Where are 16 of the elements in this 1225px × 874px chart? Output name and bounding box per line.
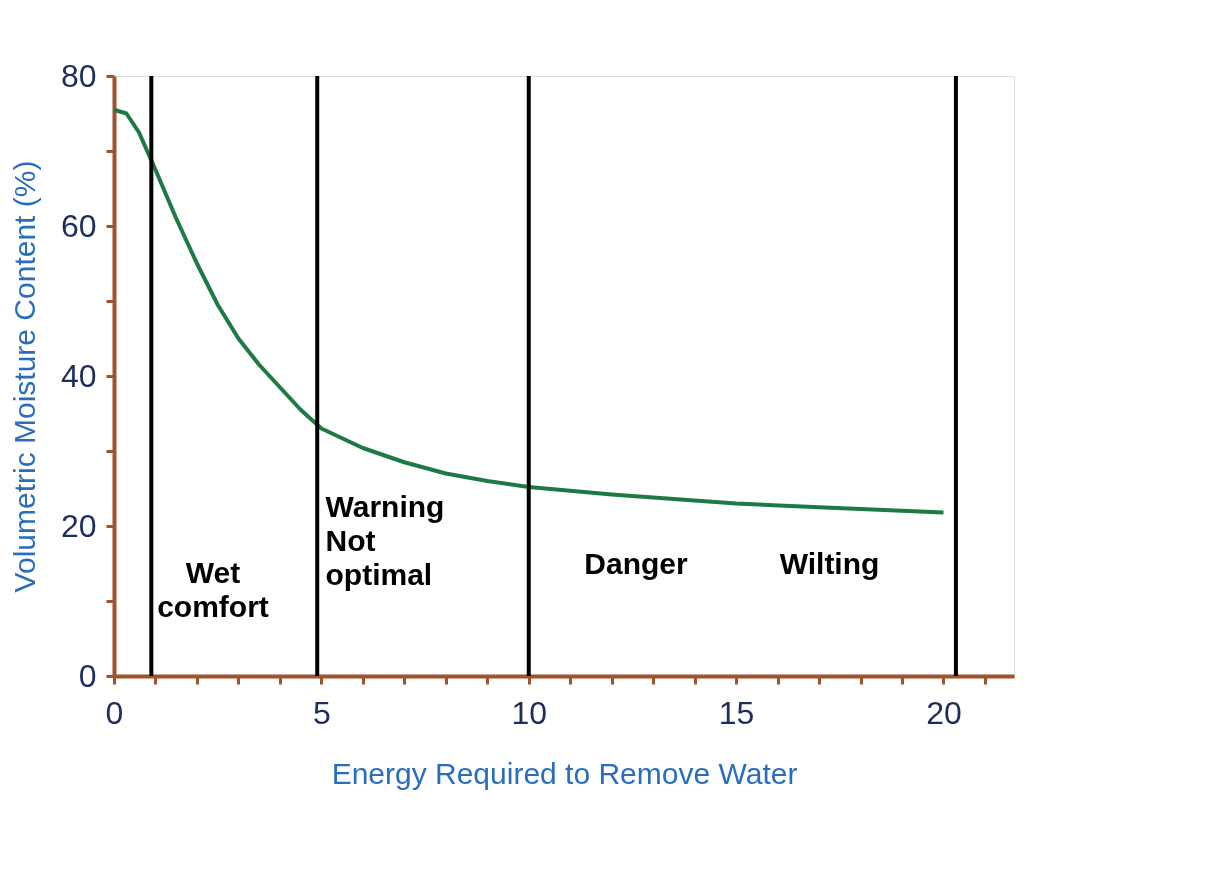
annotation: Wilting	[779, 547, 880, 580]
x-tick-label: 20	[926, 694, 962, 731]
y-tick-label: 60	[60, 207, 97, 244]
x-tick-label: 0	[105, 694, 124, 731]
y-tick-label: 20	[60, 507, 97, 544]
x-tick-label: 5	[312, 694, 331, 731]
x-tick-label: 10	[511, 694, 548, 731]
annotation: Danger	[584, 547, 688, 580]
y-tick-label: 0	[78, 657, 97, 694]
x-tick-label: 15	[718, 694, 755, 731]
y-axis-title: Volumetric Moisture Content (%)	[7, 160, 41, 593]
y-tick-label: 40	[60, 357, 97, 394]
x-axis-title: Energy Required to Remove Water	[331, 756, 798, 790]
annotation: Wet comfort	[157, 556, 269, 623]
annotation: Warning Not optimal	[325, 490, 445, 591]
y-tick-label: 80	[60, 57, 97, 94]
